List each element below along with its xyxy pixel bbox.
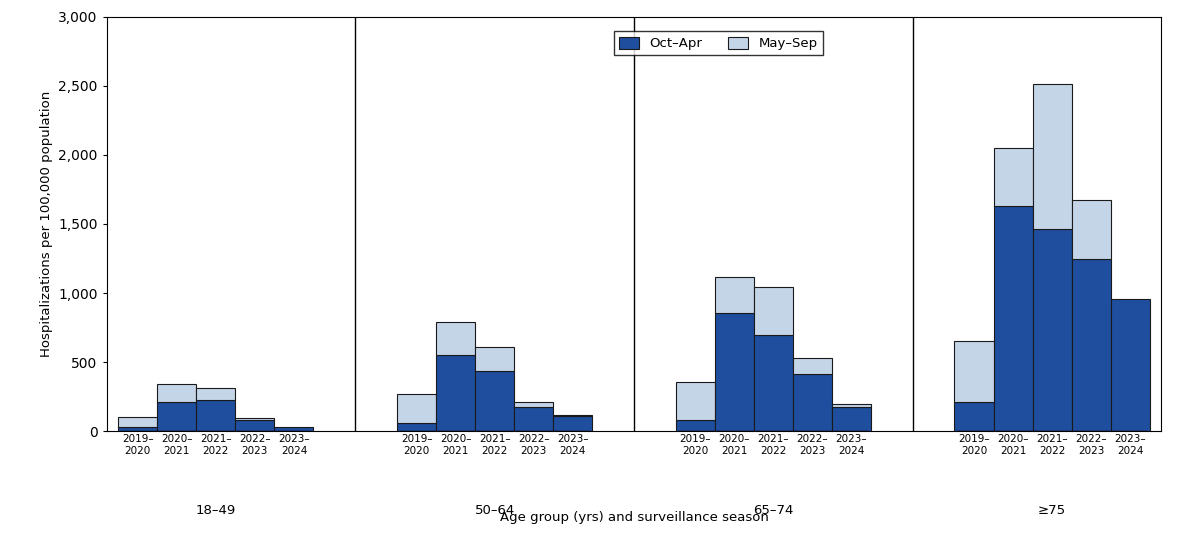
Bar xyxy=(754,287,793,335)
Bar xyxy=(993,148,1032,206)
Bar xyxy=(1032,229,1071,431)
Bar xyxy=(793,374,832,431)
Bar xyxy=(118,427,158,431)
Bar xyxy=(754,335,793,431)
Legend: Oct–Apr, May–Sep: Oct–Apr, May–Sep xyxy=(614,32,824,55)
Bar xyxy=(118,417,158,427)
Bar xyxy=(1032,85,1071,229)
Text: 50–64: 50–64 xyxy=(474,504,514,517)
Bar xyxy=(514,401,553,407)
Text: 18–49: 18–49 xyxy=(196,504,236,517)
Bar xyxy=(793,358,832,374)
Bar xyxy=(236,420,275,431)
Bar xyxy=(514,407,553,431)
Bar xyxy=(436,356,475,431)
Bar xyxy=(553,416,592,431)
Bar xyxy=(1071,201,1110,259)
Bar xyxy=(832,404,871,407)
Bar xyxy=(436,322,475,356)
Bar xyxy=(475,347,514,371)
Bar xyxy=(197,399,236,431)
Bar xyxy=(832,407,871,431)
Bar xyxy=(954,341,993,401)
Bar xyxy=(715,276,754,313)
Bar xyxy=(993,206,1032,431)
Bar xyxy=(1110,299,1149,431)
Bar xyxy=(158,401,197,431)
Bar xyxy=(158,384,197,401)
Bar xyxy=(475,371,514,431)
Bar xyxy=(1071,259,1110,431)
Text: ≥75: ≥75 xyxy=(1038,504,1066,517)
Bar xyxy=(397,394,436,423)
Bar xyxy=(715,313,754,431)
Bar xyxy=(553,415,592,416)
Bar xyxy=(675,420,715,431)
Text: 65–74: 65–74 xyxy=(754,504,794,517)
Bar xyxy=(954,401,993,431)
Y-axis label: Hospitalizations per 100,000 population: Hospitalizations per 100,000 population xyxy=(39,91,52,357)
Bar xyxy=(675,382,715,420)
Bar xyxy=(236,418,275,420)
Bar xyxy=(275,427,314,431)
Bar xyxy=(397,423,436,431)
X-axis label: Age group (yrs) and surveillance season: Age group (yrs) and surveillance season xyxy=(500,512,768,524)
Bar xyxy=(197,388,236,399)
